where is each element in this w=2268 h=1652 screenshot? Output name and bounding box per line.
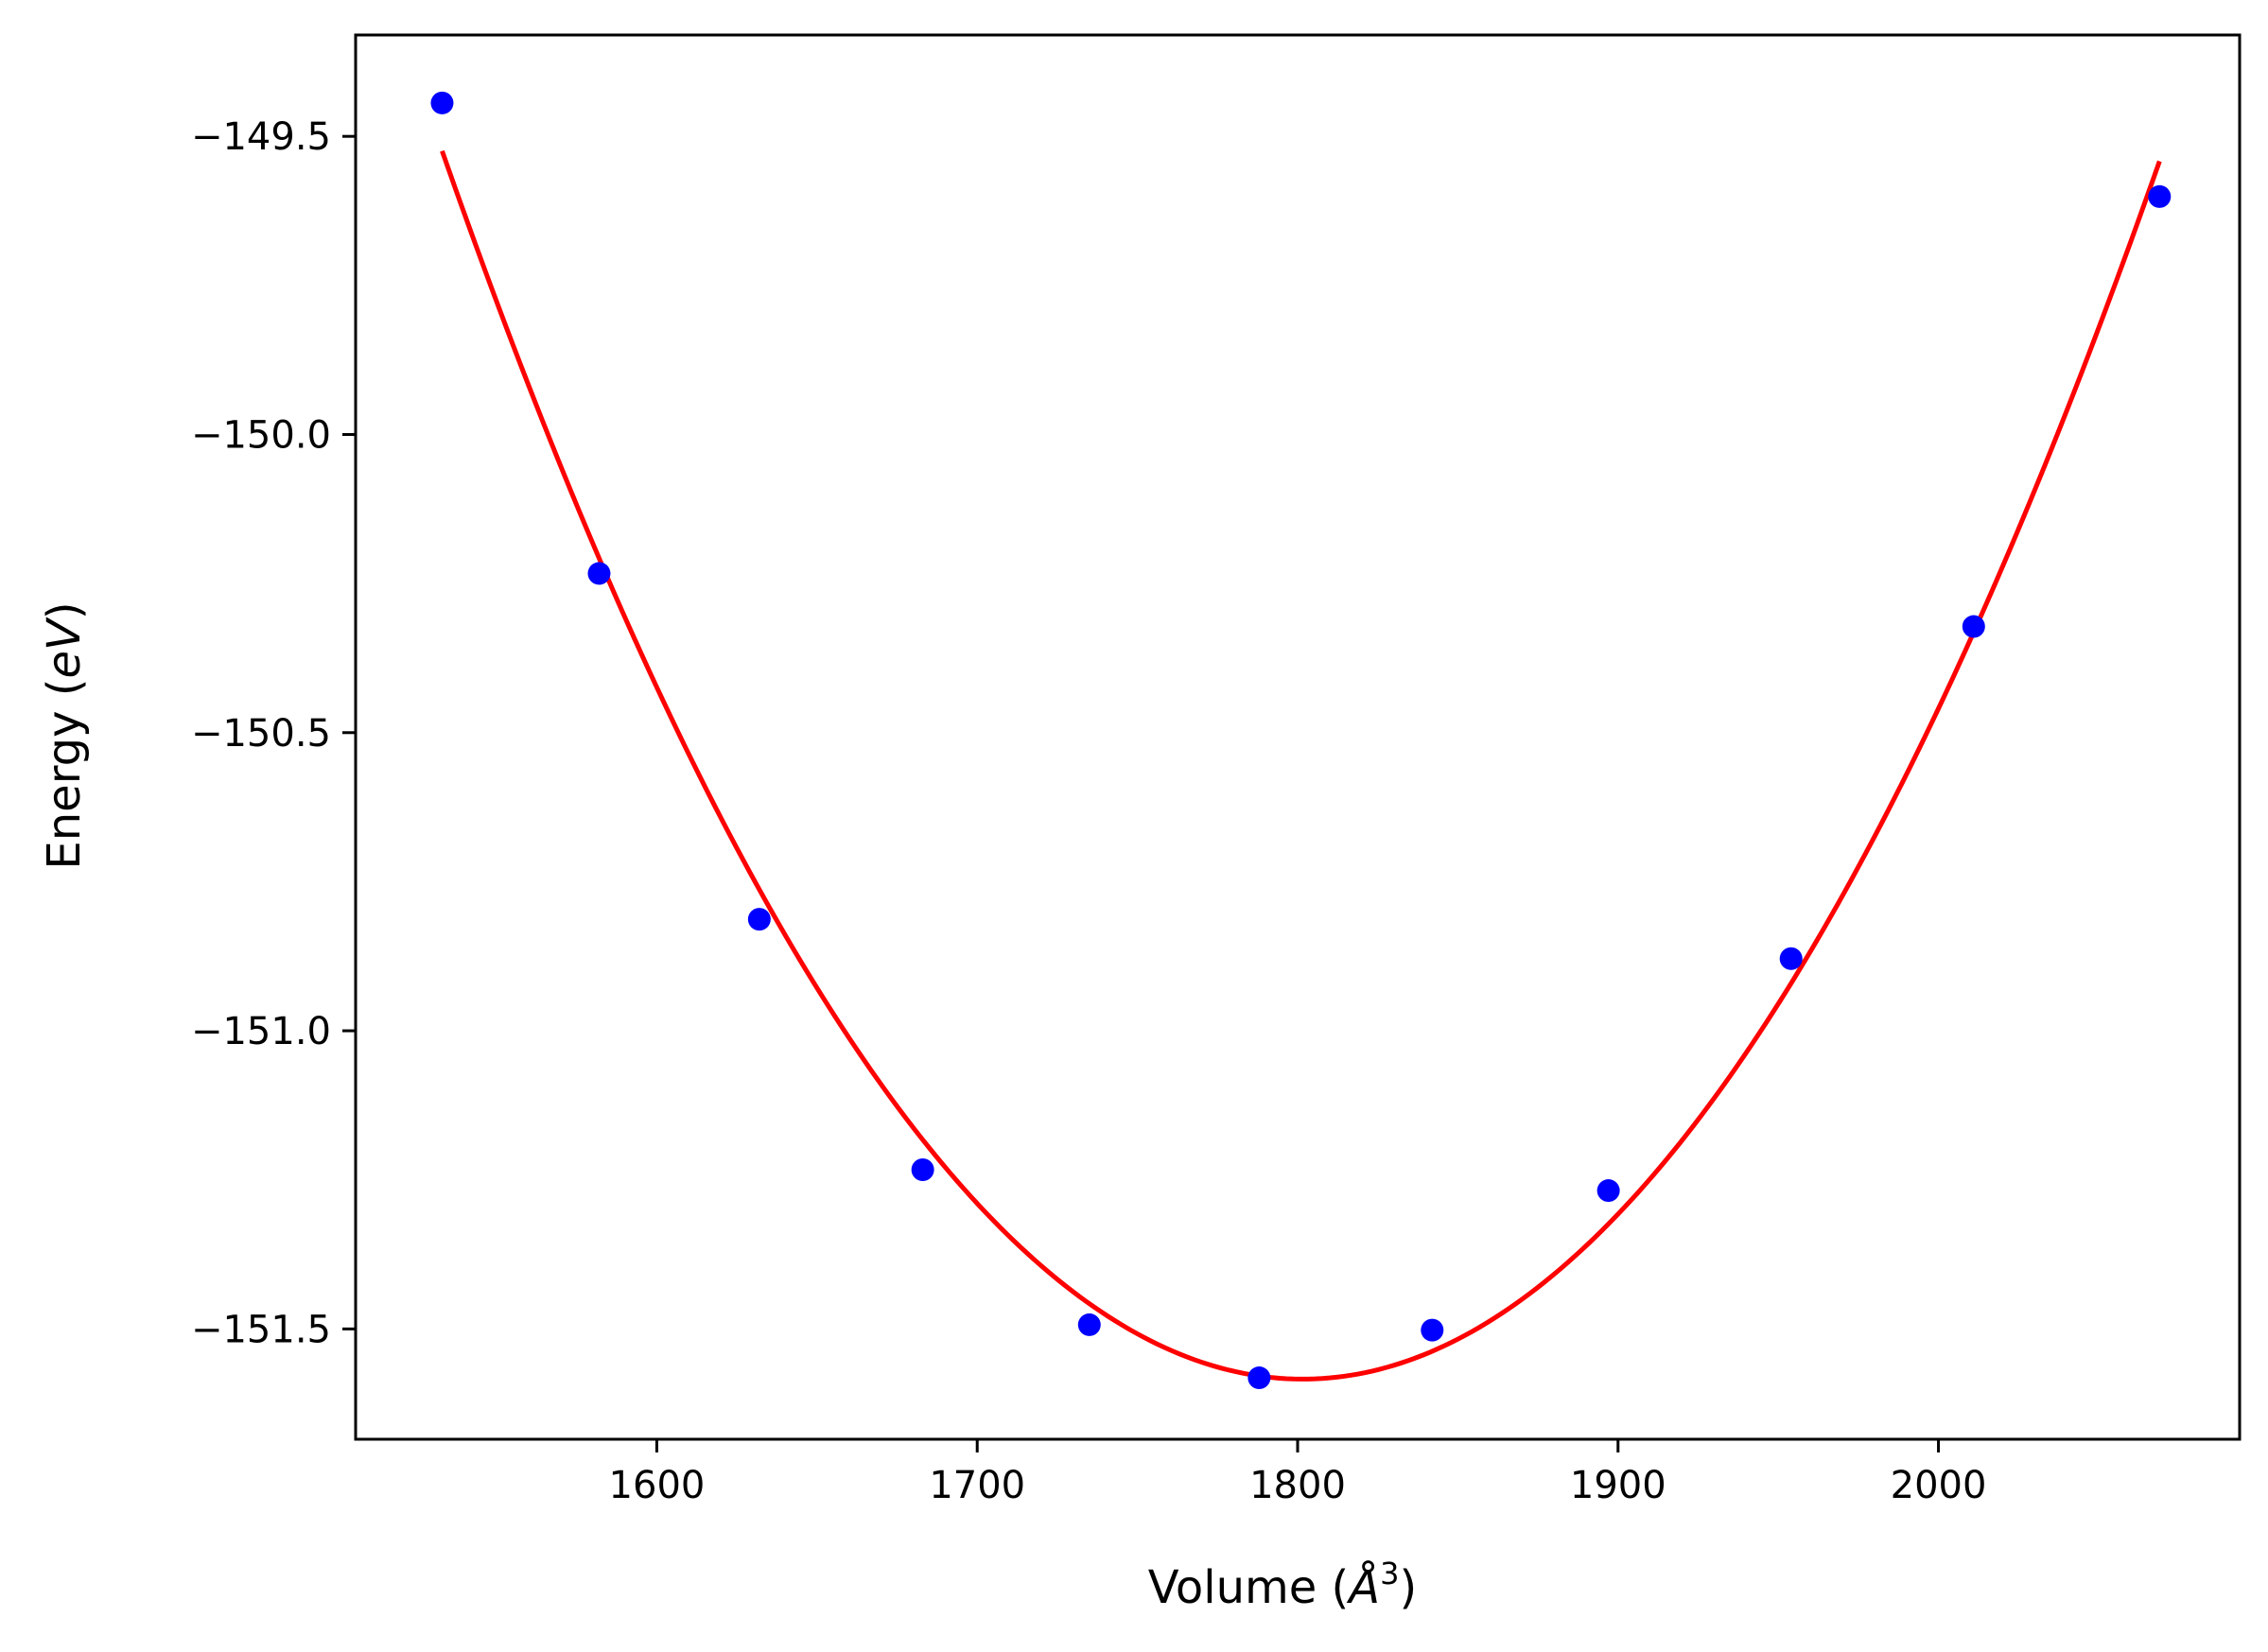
data-point <box>587 562 611 585</box>
y-axis-ticks: −149.5 −150.0 −150.5 −151.0 −151.5 <box>191 115 356 1351</box>
x-tick-label: 1800 <box>1249 1464 1346 1507</box>
y-axis-label-close: ) <box>38 601 91 619</box>
x-tick-label: 1900 <box>1570 1464 1666 1507</box>
x-axis-label-text: Volume <box>1148 1561 1317 1614</box>
data-point <box>430 91 454 114</box>
y-tick-label: −151.0 <box>191 1010 331 1053</box>
data-point <box>1596 1179 1620 1203</box>
data-point <box>2148 184 2172 208</box>
x-axis-unit-base: Å <box>1346 1560 1380 1614</box>
y-tick-label: −150.5 <box>191 712 331 756</box>
data-point <box>747 908 771 931</box>
x-tick-label: 1700 <box>929 1464 1025 1507</box>
x-tick-label: 2000 <box>1891 1464 1987 1507</box>
y-tick-label: −150.0 <box>191 413 331 457</box>
data-point <box>1779 947 1803 970</box>
x-axis-label-close: ) <box>1399 1561 1417 1614</box>
data-point <box>1077 1313 1101 1336</box>
y-axis-unit: eV <box>38 617 91 679</box>
x-axis-label-open: ( <box>1317 1561 1349 1614</box>
data-point <box>1247 1366 1271 1390</box>
y-axis-label-open: ( <box>38 679 91 711</box>
x-axis-ticks: 1600 1700 1800 1900 2000 <box>609 1439 1987 1507</box>
y-tick-label: −151.5 <box>191 1308 331 1351</box>
y-tick-label: −149.5 <box>191 115 331 159</box>
data-point <box>911 1157 934 1181</box>
x-axis-label: Volume (Å3) <box>1148 1556 1417 1614</box>
x-axis-unit-exp: 3 <box>1380 1556 1399 1591</box>
x-tick-label: 1600 <box>609 1464 706 1507</box>
y-axis-label-text: Energy <box>38 711 91 870</box>
y-axis-label: Energy (eV) <box>38 601 91 869</box>
axes-frame <box>354 33 2242 1441</box>
fit-curve <box>440 149 2162 1382</box>
data-points <box>430 91 2172 1390</box>
data-point <box>1421 1318 1444 1342</box>
data-point <box>1962 615 1985 638</box>
plot-area <box>430 91 2172 1390</box>
